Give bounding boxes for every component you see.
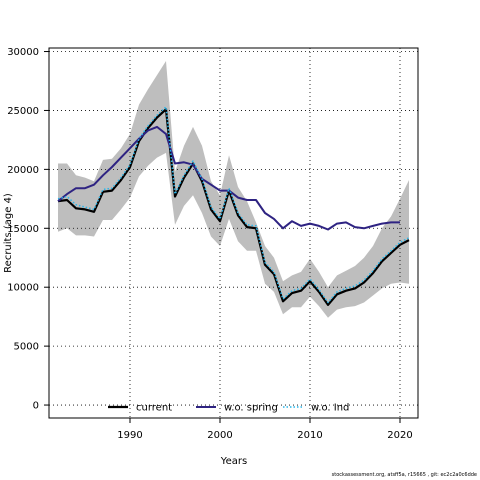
legend: current w.o. spring w.o. Ind bbox=[108, 403, 349, 414]
y-tick-label: 15000 bbox=[7, 224, 39, 235]
x-axis: 1990 2000 2010 2020 bbox=[117, 418, 413, 441]
grid-lines bbox=[49, 48, 418, 418]
y-tick-label: 30000 bbox=[7, 47, 39, 58]
y-tick-label: 10000 bbox=[7, 283, 39, 294]
plot-area-frame bbox=[48, 47, 419, 419]
y-axis: 0 5000 10000 15000 20000 25000 30000 bbox=[7, 47, 49, 412]
confidence-band-layer bbox=[58, 61, 409, 318]
x-tick-label: 2020 bbox=[387, 430, 412, 441]
legend-label-1: w.o. spring bbox=[224, 403, 278, 414]
series-lines bbox=[57, 106, 410, 306]
legend-label-2: w.o. Ind bbox=[311, 403, 349, 414]
x-tick-label: 2000 bbox=[207, 430, 232, 441]
confidence-band bbox=[58, 61, 409, 318]
x-tick-label: 2010 bbox=[297, 430, 322, 441]
x-tick-label: 1990 bbox=[117, 430, 142, 441]
y-tick-label: 20000 bbox=[7, 165, 39, 176]
y-tick-label: 5000 bbox=[14, 342, 39, 353]
y-axis-title: Recruits (age 4) bbox=[3, 193, 14, 273]
y-tick-label: 0 bbox=[33, 401, 39, 412]
y-tick-label: 25000 bbox=[7, 106, 39, 117]
x-axis-title: Years bbox=[220, 456, 247, 467]
series-line-0 bbox=[57, 108, 410, 306]
footnote: stockassessment.org, atsff5a, r15665 , g… bbox=[331, 472, 477, 478]
series-line-2 bbox=[57, 106, 410, 304]
legend-label-0: current bbox=[136, 403, 172, 414]
